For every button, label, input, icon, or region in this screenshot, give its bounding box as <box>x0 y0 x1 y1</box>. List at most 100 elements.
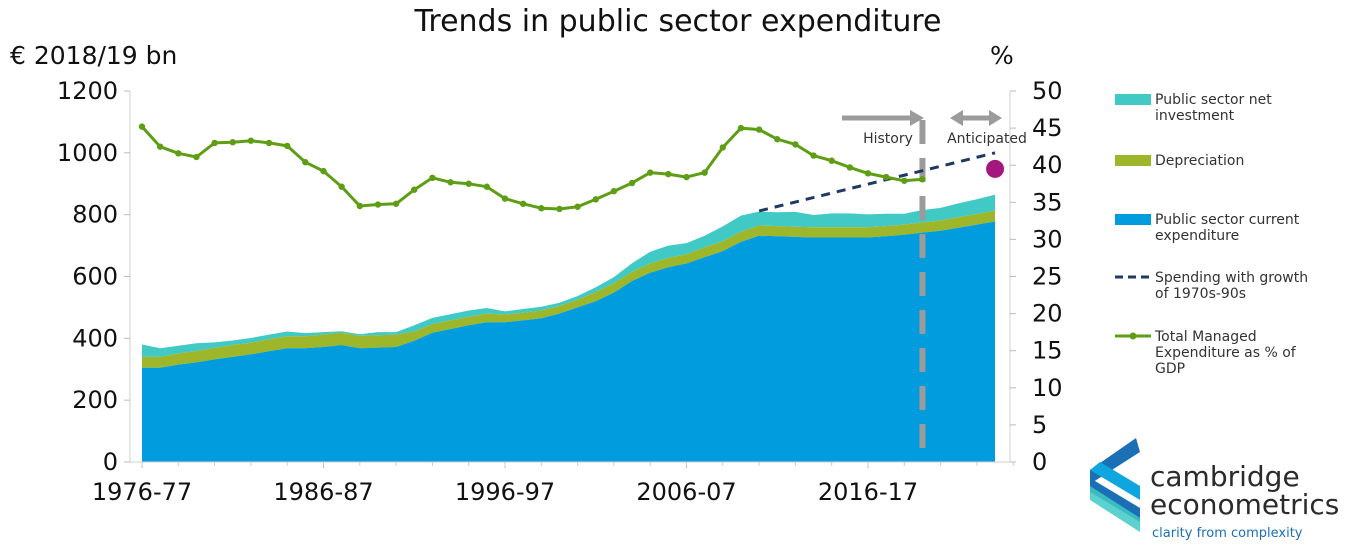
tme-gdp-point <box>647 169 654 176</box>
logo-line2: econometrics <box>1150 488 1339 521</box>
company-logo: cambridge econometrics clarity from comp… <box>1090 438 1339 541</box>
tme-gdp-point <box>247 137 255 144</box>
tme-gdp-point <box>429 174 436 182</box>
legend-label-tme: Total Managed Expenditure as % of GDP <box>1154 329 1297 377</box>
logo-tagline: clarity from complexity <box>1152 526 1303 541</box>
tme-gdp-point <box>138 123 146 130</box>
legend-swatch-current <box>1115 214 1151 225</box>
right-tick-label: 30 <box>1032 225 1063 253</box>
tme-gdp-point <box>610 187 618 195</box>
tme-gdp-point <box>411 186 418 193</box>
area-depreciation <box>142 210 995 368</box>
anticipated-label: Anticipated <box>947 131 1027 147</box>
tme-gdp-point <box>810 152 817 159</box>
stacked-areas <box>142 194 995 462</box>
legend: Public sector net investment Depreciation P… <box>1115 92 1308 377</box>
tme-gdp-point <box>882 173 890 181</box>
left-tick-label: 1200 <box>57 77 118 105</box>
logo-line1: cambridge <box>1150 460 1300 493</box>
left-tick-label: 600 <box>72 263 118 291</box>
tme-gdp-point <box>628 179 636 187</box>
tme-gdp-point <box>265 139 273 147</box>
spending-growth-projection-line <box>758 151 996 213</box>
right-tick-label: 5 <box>1032 411 1047 439</box>
tme-gdp-point <box>701 169 708 176</box>
legend-item-current: Public sector current expenditure <box>1115 212 1300 244</box>
tme-gdp-point <box>556 205 563 213</box>
legend-item-tme: Total Managed Expenditure as % of GDP <box>1115 329 1297 377</box>
chart-title: Trends in public sector expenditure <box>413 4 941 39</box>
x-tick-label: 2016-17 <box>818 478 918 506</box>
tme-gdp-point <box>175 150 182 157</box>
right-tick-label: 20 <box>1032 300 1063 328</box>
tme-gdp-point <box>919 176 926 183</box>
tme-gdp-point <box>356 202 363 210</box>
left-tick-label: 200 <box>72 386 118 414</box>
tme-gdp-point <box>156 143 164 150</box>
legend-item-investment: Public sector net investment <box>1115 92 1272 124</box>
tme-gdp-line <box>140 125 923 211</box>
tme-gdp-point <box>193 153 200 161</box>
legend-label-depreciation: Depreciation <box>1155 153 1244 169</box>
tme-gdp-point <box>901 177 908 184</box>
tme-gdp-point <box>755 126 763 133</box>
tme-gdp-point <box>392 200 400 207</box>
legend-swatch-investment <box>1115 94 1151 105</box>
right-tick-label: 45 <box>1032 114 1063 142</box>
legend-swatch-marker-tme <box>1129 332 1137 340</box>
tme-gdp-point <box>519 200 527 207</box>
tme-gdp-point <box>320 167 327 175</box>
area-public-sector-current-expenditure <box>142 221 995 462</box>
left-tick-label: 0 <box>103 448 118 476</box>
left-tick-label: 1000 <box>57 139 118 167</box>
tme-gdp-point <box>374 201 382 208</box>
period-annotations: History Anticipated <box>863 131 1027 147</box>
tme-gdp-point <box>683 173 690 181</box>
tme-gdp-point <box>737 124 745 132</box>
x-tick-label: 1996-97 <box>455 478 555 506</box>
anticipated-point-marker <box>986 159 1005 178</box>
history-arrowhead-icon <box>910 110 924 126</box>
logo-mark-icon <box>1090 438 1140 532</box>
tme-gdp-point <box>864 170 872 177</box>
tme-gdp-point <box>447 179 454 186</box>
legend-swatch-depreciation <box>1115 155 1151 166</box>
history-label: History <box>863 131 913 147</box>
tme-gdp-point <box>284 142 291 150</box>
left-tick-label: 800 <box>72 201 118 229</box>
tme-gdp-point <box>792 141 799 148</box>
tme-gdp-point <box>719 144 726 151</box>
right-tick-label: 50 <box>1032 77 1063 105</box>
anticipated-left-arrowhead-icon <box>950 110 963 126</box>
right-tick-label: 0 <box>1032 448 1047 476</box>
x-tick-label: 1976-77 <box>92 478 192 506</box>
tme-gdp-point <box>592 196 599 203</box>
tme-gdp-point <box>665 170 672 178</box>
tme-gdp-point <box>846 164 854 171</box>
tme-gdp-point <box>229 138 236 146</box>
right-tick-label: 25 <box>1032 263 1063 291</box>
left-axis-unit: € 2018/19 bn <box>10 41 177 70</box>
tme-gdp-point <box>483 183 491 190</box>
x-tick-label: 2006-07 <box>636 478 736 506</box>
tme-gdp-point <box>538 205 545 212</box>
lines-layer <box>138 123 1005 213</box>
legend-label-investment: Public sector net investment <box>1155 92 1272 124</box>
right-tick-label: 40 <box>1032 151 1063 179</box>
tme-gdp-point <box>465 180 472 187</box>
right-tick-label: 10 <box>1032 374 1063 402</box>
tme-gdp-point <box>211 139 218 147</box>
tme-gdp-point <box>338 183 345 190</box>
right-axis-unit: % <box>990 41 1014 70</box>
tme-gdp-point <box>501 195 509 202</box>
legend-label-projection: Spending with growth of 1970s-90s <box>1155 270 1308 302</box>
legend-item-depreciation: Depreciation <box>1115 153 1244 169</box>
right-tick-label: 35 <box>1032 188 1063 216</box>
x-tick-label: 1986-87 <box>273 478 373 506</box>
axes-layer: 0 200 400 600 800 1000 1200 0 5 10 15 20 25 30 35 40 45 5… <box>57 77 1063 506</box>
tme-gdp-point <box>828 157 835 164</box>
tme-gdp-point <box>302 159 309 166</box>
legend-label-current: Public sector current expenditure <box>1155 212 1300 244</box>
tme-gdp-point <box>574 203 581 210</box>
